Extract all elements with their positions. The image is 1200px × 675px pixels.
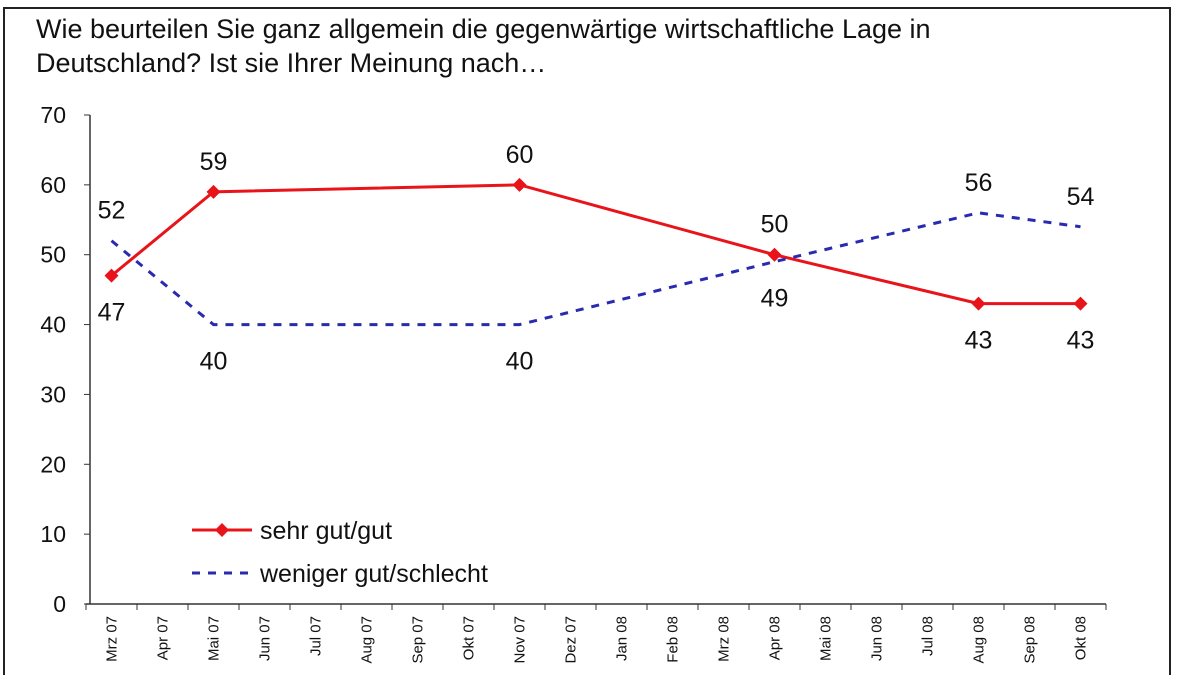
x-tick-label: Okt 08 <box>1073 616 1090 660</box>
x-tick-label: Jul 07 <box>308 616 325 656</box>
point-marker <box>206 184 221 199</box>
x-tick-label: Sep 08 <box>1022 616 1039 664</box>
data-label: 54 <box>1067 183 1095 211</box>
x-tick-label: Nov 07 <box>512 616 529 664</box>
point-marker <box>104 268 119 283</box>
y-tick-label: 70 <box>40 102 66 128</box>
x-tick-label: Aug 07 <box>359 616 376 664</box>
x-tick-label: Mai 07 <box>206 616 223 661</box>
data-label: 47 <box>98 299 126 327</box>
y-tick-label: 20 <box>40 451 66 477</box>
data-label: 50 <box>761 211 789 239</box>
x-tick-label: Mrz 07 <box>104 616 121 662</box>
x-tick-label: Mrz 08 <box>716 616 733 662</box>
y-tick-label: 0 <box>53 591 66 617</box>
data-label: 43 <box>965 327 993 355</box>
point-marker <box>512 177 527 192</box>
y-tick-label: 40 <box>40 312 66 338</box>
legend-label: weniger gut/schlecht <box>259 560 488 588</box>
data-label: 43 <box>1067 327 1095 355</box>
legend-marker <box>215 523 229 537</box>
y-tick-label: 30 <box>40 381 66 407</box>
x-tick-label: Jul 08 <box>920 616 937 656</box>
series-line <box>110 183 1081 306</box>
data-label: 52 <box>98 197 126 225</box>
x-tick-label: Apr 08 <box>767 616 784 660</box>
frame <box>3 7 1171 675</box>
legend: sehr gut/gut weniger gut/schlecht <box>192 517 488 588</box>
legend-label: sehr gut/gut <box>260 517 392 545</box>
point-marker <box>971 296 986 311</box>
data-label: 40 <box>506 348 534 376</box>
x-tick-label: Okt 07 <box>461 616 478 660</box>
data-label: 40 <box>200 348 228 376</box>
x-tick-label: Aug 08 <box>971 616 988 664</box>
data-label: 49 <box>761 285 789 313</box>
chart-title: Wie beurteilen Sie ganz allgemein die ge… <box>36 14 931 78</box>
y-tick-label: 10 <box>40 521 66 547</box>
data-label: 56 <box>965 169 993 197</box>
x-tick-label: Jan 08 <box>614 616 631 661</box>
x-tick-label: Jun 08 <box>869 616 886 661</box>
point-marker <box>767 247 782 262</box>
series-line <box>110 211 1081 327</box>
x-tick-label: Sep 07 <box>410 616 427 664</box>
x-tick-label: Apr 07 <box>155 616 172 660</box>
point-marker <box>1073 296 1088 311</box>
y-tick-label: 60 <box>40 172 66 198</box>
x-tick-label: Jun 07 <box>257 616 274 661</box>
x-tick-label: Mai 08 <box>818 616 835 661</box>
x-tick-label: Feb 08 <box>665 616 682 663</box>
data-label: 60 <box>506 141 534 169</box>
y-tick-label: 50 <box>40 242 66 268</box>
x-tick-label: Dez 07 <box>563 616 580 664</box>
data-label: 59 <box>200 148 228 176</box>
